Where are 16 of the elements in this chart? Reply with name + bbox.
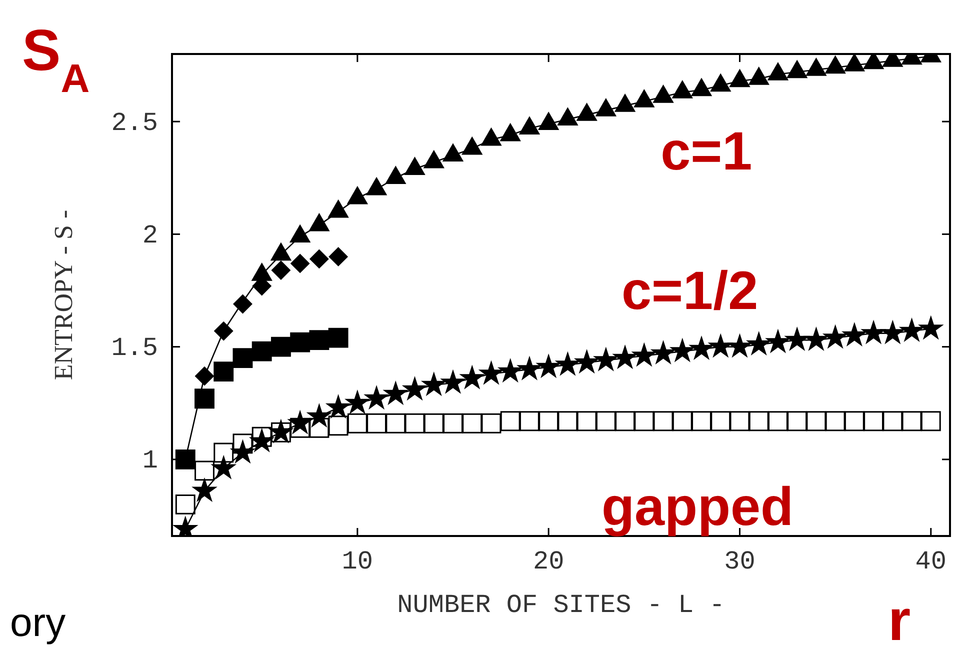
x-tick-label: 40: [915, 546, 946, 576]
y-tick-label: 1: [142, 446, 158, 476]
x-axis-title: NUMBER OF SITES - L -: [397, 590, 725, 620]
x-tick-label: 10: [342, 546, 374, 576]
text: r: [888, 588, 911, 648]
legend-label: c=1: [660, 122, 752, 182]
y-tick-label: 1.5: [111, 333, 158, 364]
x-tick-label: 20: [532, 546, 564, 576]
text: S$_{A}$: [22, 18, 90, 101]
y-axis-title: ENTROPY - S -: [49, 210, 78, 380]
series-label: gapped: [602, 477, 794, 538]
y-tick-label: 2.5: [111, 108, 158, 138]
y-tick-label: 2: [142, 220, 158, 251]
text: ory: [10, 601, 66, 645]
x-tick-label: 30: [724, 546, 756, 576]
series-label: c=1/2: [622, 261, 758, 322]
